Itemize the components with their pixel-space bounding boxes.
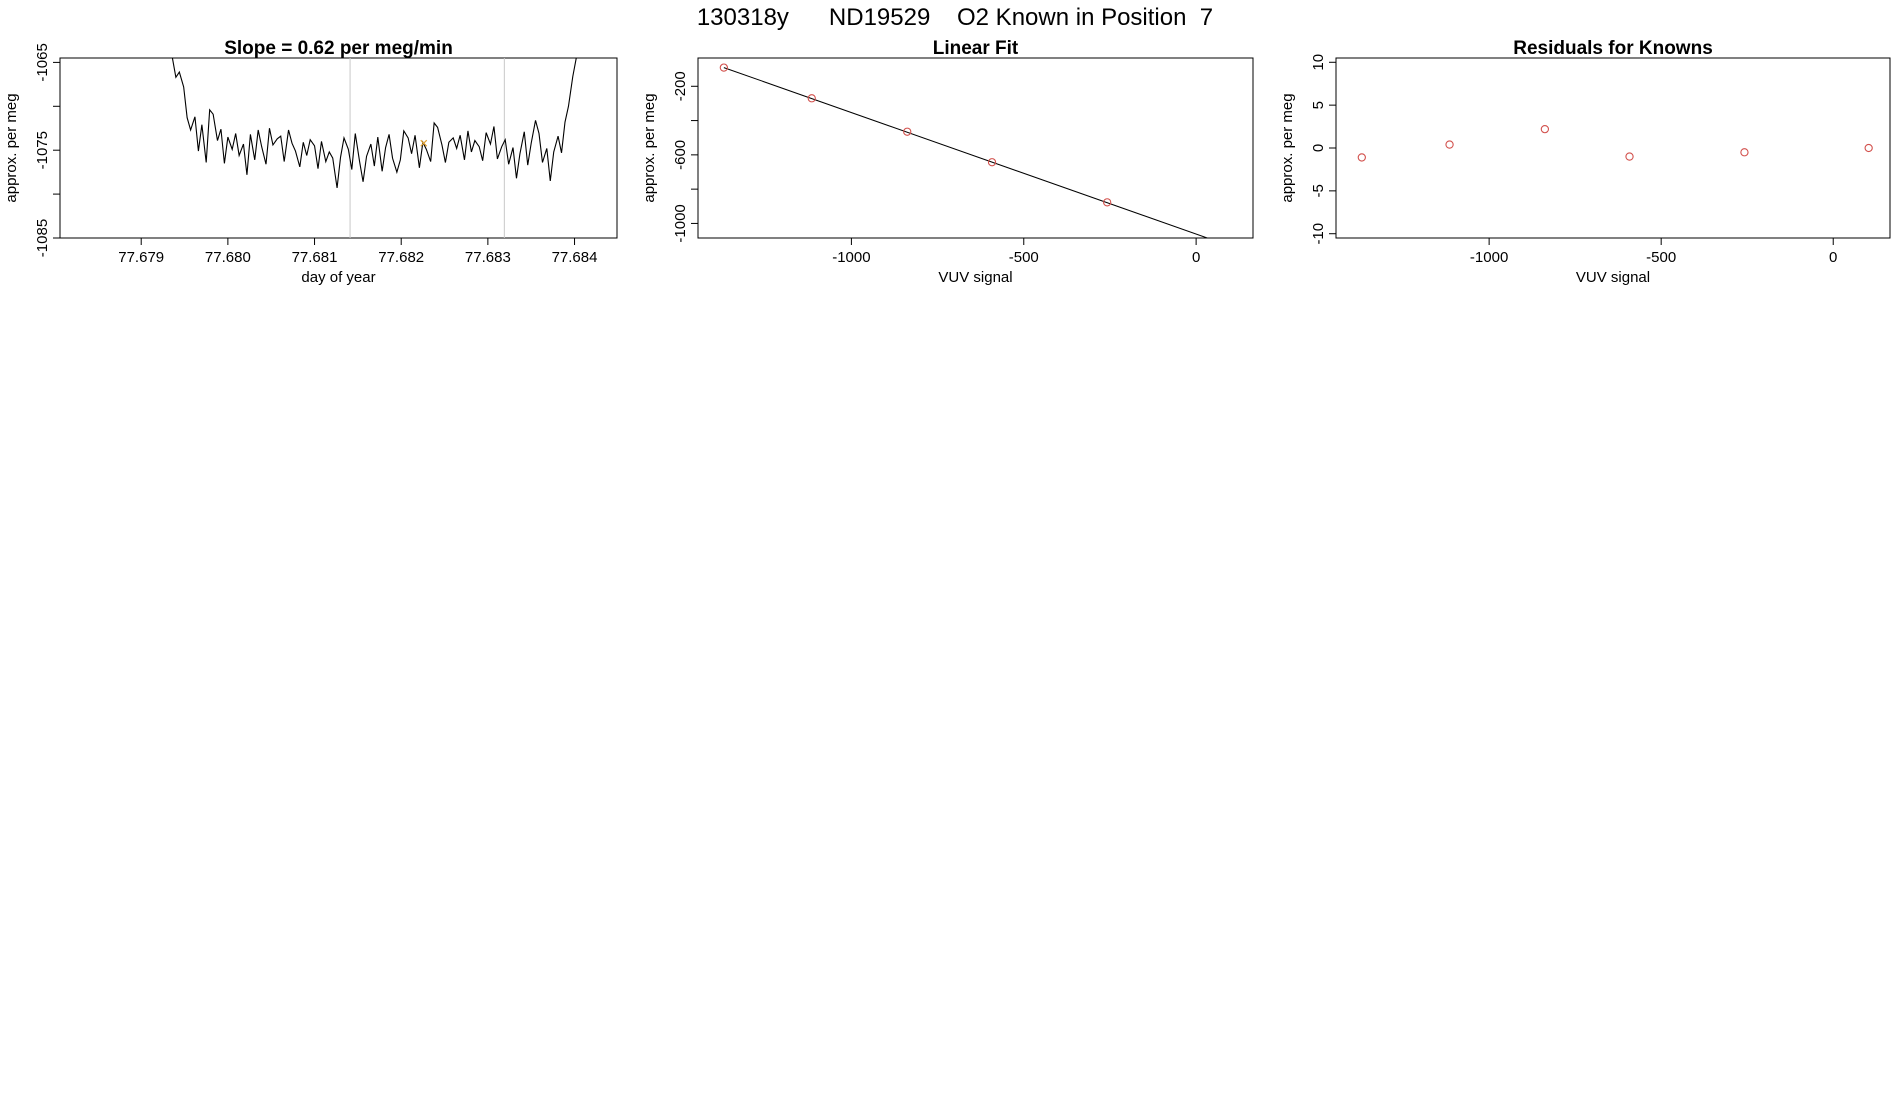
y-tick-label: -200 bbox=[672, 71, 689, 101]
y-tick-label: -1075 bbox=[34, 131, 51, 169]
x-axis-label: VUV signal bbox=[1576, 269, 1650, 286]
y-tick-label: -1065 bbox=[34, 43, 51, 81]
x-tick-label: 77.681 bbox=[292, 249, 338, 266]
y-tick-label: -1085 bbox=[34, 219, 51, 257]
x-tick-label: -500 bbox=[1009, 249, 1039, 266]
data-point bbox=[1625, 152, 1634, 161]
y-tick-label: 10 bbox=[1310, 54, 1327, 71]
plot-area bbox=[1357, 124, 1873, 162]
panel-fit: Linear Fit -1000 -500 0 VUV signal -1000 -600 -… bbox=[641, 38, 1254, 286]
data-point bbox=[1103, 198, 1112, 207]
plot-frame bbox=[59, 57, 618, 239]
data-point bbox=[1864, 143, 1873, 153]
y-tick-label: 5 bbox=[1310, 101, 1327, 109]
x-tick-label: 77.683 bbox=[465, 249, 511, 266]
panel-title: Slope = 0.62 per meg/min bbox=[224, 38, 453, 59]
highlight-marker bbox=[420, 139, 428, 147]
data-point bbox=[719, 63, 729, 72]
panel-title: Linear Fit bbox=[933, 38, 1019, 59]
data-point bbox=[1445, 140, 1454, 149]
plot-area bbox=[719, 63, 1235, 250]
data-point bbox=[807, 94, 816, 103]
y-tick-label: -1000 bbox=[672, 204, 689, 242]
y-axis-label: approx. per meg bbox=[641, 93, 658, 202]
data-point bbox=[1740, 148, 1749, 157]
y-axis-label: approx. per meg bbox=[3, 93, 20, 202]
y-tick-label: -600 bbox=[672, 140, 689, 170]
data-point bbox=[1540, 124, 1550, 134]
x-axis-label: VUV signal bbox=[938, 269, 1012, 286]
x-tick-label: -1000 bbox=[1470, 249, 1508, 266]
y-axis-label: approx. per meg bbox=[1279, 93, 1296, 202]
x-tick-label: -500 bbox=[1646, 249, 1676, 266]
y-tick-label: -10 bbox=[1310, 223, 1327, 245]
panel-title: Residuals for Knowns bbox=[1513, 38, 1713, 59]
plot-frame bbox=[1335, 57, 1891, 239]
y-tick-label: -5 bbox=[1310, 184, 1327, 197]
x-tick-label: 77.680 bbox=[205, 249, 251, 266]
x-tick-label: 0 bbox=[1829, 249, 1837, 266]
series-line bbox=[171, 58, 577, 189]
x-tick-label: 77.684 bbox=[552, 249, 598, 266]
plot-area bbox=[171, 58, 577, 238]
data-point bbox=[1228, 243, 1235, 250]
y-tick-label: 0 bbox=[1310, 144, 1327, 152]
x-tick-label: 0 bbox=[1192, 249, 1200, 266]
x-tick-label: 77.679 bbox=[118, 249, 164, 266]
x-tick-label: -1000 bbox=[832, 249, 870, 266]
data-point bbox=[903, 127, 912, 136]
panel-resid: Residuals for Knowns -1000 -500 0 VUV signal… bbox=[1279, 38, 1891, 286]
x-tick-label: 77.682 bbox=[378, 249, 424, 266]
data-point bbox=[1357, 153, 1366, 162]
plot-frame bbox=[697, 57, 1254, 239]
data-point bbox=[987, 158, 997, 167]
fit-line bbox=[723, 67, 1209, 238]
panel-slope: Slope = 0.62 per meg/min 77.679 77.680 77.6… bbox=[3, 38, 618, 286]
x-axis-label: day of year bbox=[301, 269, 375, 286]
figure-title: 130318y ND19529 O2 Known in Position 7 bbox=[696, 4, 1214, 31]
